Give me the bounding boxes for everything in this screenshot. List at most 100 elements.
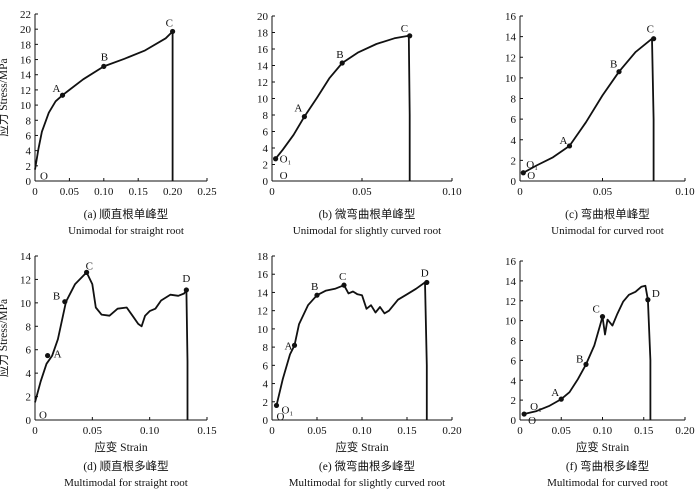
y-axis-title: 应力 Stress/MPa xyxy=(0,58,10,136)
x-tick-label: 0.05 xyxy=(307,425,327,437)
y-tick-label: 2 xyxy=(511,395,517,407)
y-tick-label: 4 xyxy=(263,379,269,391)
chart-panel-f: 0 2 4 6 8 10 12 14 16 0 0.05 0.10 0.15 0.20 O₁ O A B C D 应变 … xyxy=(505,256,695,489)
x-tick-label: 0 xyxy=(32,425,38,437)
y-tick-label: 4 xyxy=(26,368,32,380)
caption-cn: (a) 顺直根单峰型 xyxy=(84,207,169,221)
caption-en: Unimodal for slightly curved root xyxy=(293,225,441,237)
chart-panel-a: 0 2 4 6 8 10 12 14 16 18 20 22 0 0.05 0.10 0.15 0.20 0.25… xyxy=(0,9,217,237)
y-tick-label: 2 xyxy=(263,397,269,409)
data-point-a xyxy=(566,143,573,149)
y-tick-label: 18 xyxy=(20,39,32,51)
point-label: C xyxy=(401,23,408,35)
data-point-o1 xyxy=(273,402,280,409)
point-label: O₁ xyxy=(282,404,294,416)
data-point-c xyxy=(599,314,606,320)
point-label: B xyxy=(311,281,318,293)
point-label: O₁ xyxy=(526,159,538,171)
data-point-b xyxy=(583,361,589,367)
point-label: A xyxy=(285,340,293,352)
data-point-a xyxy=(301,114,307,120)
y-tick-label: 6 xyxy=(511,355,517,367)
caption-cn: (c) 弯曲根单峰型 xyxy=(565,207,650,221)
y-tick-label: 16 xyxy=(20,55,32,67)
y-tick-label: 4 xyxy=(263,143,269,155)
x-tick-label: 0.10 xyxy=(675,186,695,198)
caption-cn: (b) 微弯曲根单峰型 xyxy=(319,207,416,221)
data-point-c xyxy=(651,36,657,42)
point-label: C xyxy=(647,24,654,36)
point-label: O xyxy=(40,171,48,183)
point-label: A xyxy=(53,83,61,95)
y-tick-label: 16 xyxy=(257,269,269,281)
point-label: O₁ xyxy=(280,154,292,166)
y-tick-label: 0 xyxy=(511,415,517,427)
point-label: D xyxy=(652,288,660,300)
x-tick-label: 0 xyxy=(517,186,523,198)
y-tick-label: 6 xyxy=(26,345,32,357)
y-tick-label: 8 xyxy=(263,342,269,354)
y-tick-label: 8 xyxy=(511,336,517,348)
y-tick-label: 20 xyxy=(257,11,269,23)
chart-panel-e: 0 2 4 6 8 10 12 14 16 18 0 0.05 0.10 0.15 0.20 O₁O A B C D 应… xyxy=(257,251,462,489)
y-tick-label: 2 xyxy=(263,160,269,172)
y-tick-label: 0 xyxy=(263,176,269,188)
data-point-a xyxy=(59,92,66,98)
point-label: B xyxy=(610,59,617,71)
data-point-b xyxy=(101,63,107,69)
y-tick-label: 10 xyxy=(257,324,269,336)
x-tick-label: 0.20 xyxy=(675,425,695,437)
point-label: C xyxy=(339,271,346,283)
point-label: O₁ xyxy=(530,401,542,413)
caption-en: Multimodal for curved root xyxy=(547,477,668,489)
y-tick-label: 12 xyxy=(20,274,31,286)
x-tick-label: 0.20 xyxy=(163,186,183,198)
data-point-o1 xyxy=(521,411,527,417)
point-label: B xyxy=(336,49,343,61)
y-tick-label: 8 xyxy=(511,94,517,106)
data-point-a xyxy=(558,396,564,402)
y-tick-label: 2 xyxy=(511,155,517,167)
y-tick-label: 6 xyxy=(511,114,517,126)
data-point-o1 xyxy=(273,156,279,162)
x-tick-label: 0.15 xyxy=(129,186,149,198)
y-tick-label: 14 xyxy=(505,32,517,44)
x-tick-label: 0.10 xyxy=(140,425,160,437)
y-tick-label: 18 xyxy=(257,28,269,40)
y-tick-label: 22 xyxy=(20,9,31,21)
y-tick-label: 12 xyxy=(257,306,268,318)
y-tick-label: 12 xyxy=(20,85,31,97)
y-tick-label: 6 xyxy=(26,130,32,142)
caption-cn: (d) 顺直根多峰型 xyxy=(83,459,168,473)
chart-panel-b: 0 2 4 6 8 10 12 14 16 18 20 0 0.05 0.10 O₁ O A B C (b) 微弯曲根… xyxy=(257,11,462,237)
series-line xyxy=(523,284,652,420)
x-tick-label: 0.20 xyxy=(442,425,462,437)
point-label: A xyxy=(560,135,568,147)
y-tick-label: 4 xyxy=(511,375,517,387)
data-point-b xyxy=(314,292,320,298)
data-point-c xyxy=(170,28,176,35)
y-tick-label: 10 xyxy=(20,100,32,112)
x-tick-label: 0.10 xyxy=(442,186,462,198)
x-tick-label: 0.15 xyxy=(634,425,654,437)
y-tick-label: 10 xyxy=(20,298,32,310)
point-label: B xyxy=(53,291,60,303)
series-line xyxy=(275,281,428,420)
y-tick-label: 0 xyxy=(26,176,32,188)
data-point-a xyxy=(45,352,51,359)
y-tick-label: 8 xyxy=(263,110,269,122)
x-tick-label: 0 xyxy=(517,425,523,437)
y-tick-label: 10 xyxy=(505,316,517,328)
data-point-a xyxy=(291,342,298,348)
point-label: A xyxy=(294,103,302,115)
x-tick-label: 0 xyxy=(269,186,275,198)
x-tick-label: 0.05 xyxy=(552,425,572,437)
y-tick-label: 2 xyxy=(26,392,32,404)
data-point-d xyxy=(645,297,651,303)
y-tick-label: 14 xyxy=(505,276,517,288)
x-tick-label: 0.10 xyxy=(593,425,613,437)
point-label: C xyxy=(593,304,600,316)
point-label: A xyxy=(551,387,559,399)
point-label: B xyxy=(576,353,583,365)
y-tick-label: 20 xyxy=(20,24,32,36)
